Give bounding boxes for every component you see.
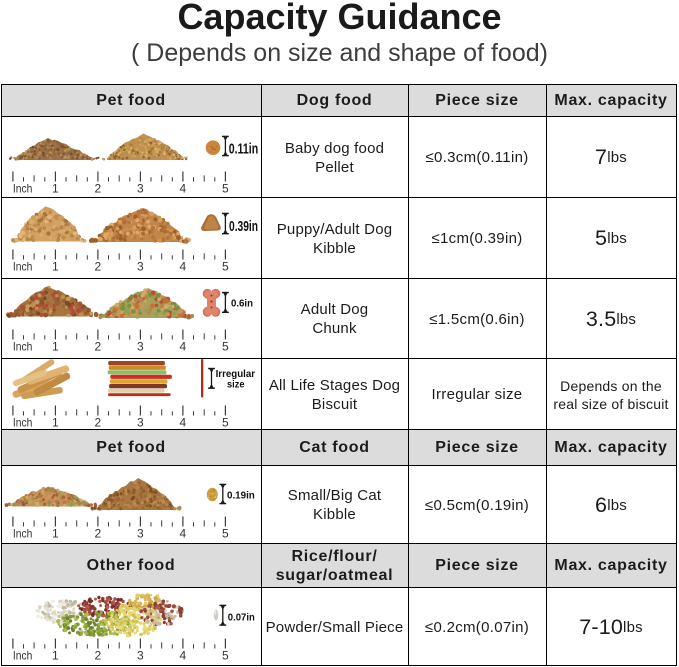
svg-text:1: 1: [52, 527, 59, 541]
svg-text:1: 1: [52, 340, 59, 354]
svg-text:3: 3: [137, 416, 144, 430]
svg-text:size: size: [227, 379, 245, 391]
svg-text:0.07in: 0.07in: [228, 611, 255, 623]
svg-text:5: 5: [222, 527, 229, 541]
svg-text:2: 2: [95, 649, 102, 663]
svg-text:Inch: Inch: [13, 182, 33, 196]
svg-text:4: 4: [180, 649, 187, 663]
svg-text:0.19in: 0.19in: [227, 490, 255, 502]
svg-text:1: 1: [52, 416, 59, 430]
svg-text:2: 2: [95, 416, 102, 430]
svg-text:3: 3: [137, 527, 144, 541]
svg-text:5: 5: [222, 340, 229, 354]
svg-text:Irregular: Irregular: [216, 368, 256, 380]
svg-text:0.39in: 0.39in: [229, 218, 258, 235]
svg-text:3: 3: [137, 182, 144, 196]
svg-text:3: 3: [137, 340, 144, 354]
svg-text:4: 4: [180, 416, 187, 430]
svg-text:5: 5: [222, 182, 229, 196]
svg-text:4: 4: [180, 260, 187, 274]
svg-text:1: 1: [52, 260, 59, 274]
svg-text:Inch: Inch: [13, 260, 33, 274]
svg-text:2: 2: [95, 527, 102, 541]
svg-text:0.6in: 0.6in: [231, 297, 253, 309]
svg-text:1: 1: [52, 182, 59, 196]
svg-text:2: 2: [95, 182, 102, 196]
svg-text:Inch: Inch: [13, 649, 33, 663]
svg-text:4: 4: [180, 340, 187, 354]
svg-text:Inch: Inch: [13, 416, 33, 430]
svg-text:5: 5: [222, 649, 229, 663]
svg-text:Inch: Inch: [13, 527, 33, 541]
svg-text:5: 5: [222, 260, 229, 274]
svg-text:2: 2: [95, 260, 102, 274]
svg-text:5: 5: [222, 416, 229, 430]
svg-text:4: 4: [180, 527, 187, 541]
svg-text:4: 4: [180, 182, 187, 196]
svg-text:2: 2: [95, 340, 102, 354]
svg-text:3: 3: [137, 649, 144, 663]
svg-text:3: 3: [137, 260, 144, 274]
svg-text:0.11in: 0.11in: [229, 140, 259, 157]
svg-text:1: 1: [52, 649, 59, 663]
svg-text:Inch: Inch: [13, 340, 33, 354]
